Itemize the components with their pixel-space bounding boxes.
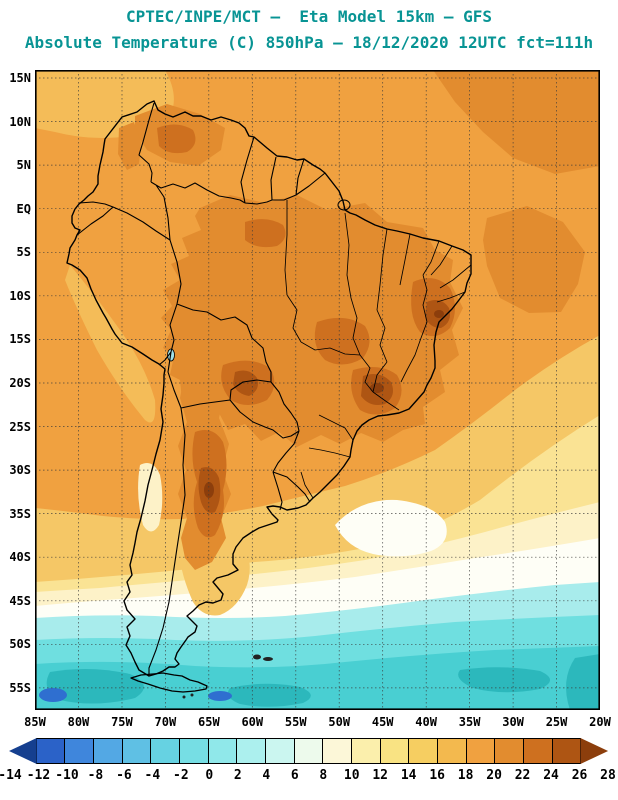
colorbar-tick-label: -14: [0, 768, 22, 783]
colorbar-tick-label: 22: [514, 768, 531, 783]
colorbar-tick-label: -4: [144, 768, 161, 783]
colorbar-cell: [64, 738, 95, 764]
colorbar-cell: [351, 738, 381, 764]
colorbar-cell: [121, 738, 152, 764]
colorbar-tick-label: 28: [600, 768, 616, 783]
lon-label: 55W: [284, 715, 307, 729]
colorbar-cell: [35, 738, 66, 764]
title-line-2: Absolute Temperature (C) 850hPa – 18/12/…: [24, 33, 594, 52]
lat-label: 25S: [9, 419, 31, 434]
lat-label: 50S: [9, 637, 31, 652]
colorbar-cell: [494, 738, 525, 764]
lon-label: 60W: [241, 715, 264, 729]
colorbar: [9, 738, 609, 764]
lat-label: 15N: [9, 71, 31, 85]
lon-label: 75W: [111, 715, 133, 729]
temperature-field: [35, 70, 600, 710]
colorbar-cell: [437, 738, 467, 764]
lon-label: 25W: [545, 715, 568, 729]
colorbar-tick-label: 6: [290, 768, 299, 783]
lat-label: EQ: [16, 201, 31, 216]
colorbar-tick-label: 0: [205, 768, 214, 783]
lat-label: 55S: [9, 680, 31, 695]
lat-label: 10S: [9, 288, 31, 303]
lon-label: 20W: [589, 715, 611, 729]
colorbar-tick-label: 2: [233, 768, 242, 783]
colorbar-cell: [379, 738, 410, 764]
colorbar-tick-label: -12: [26, 768, 51, 783]
lon-label: 65W: [198, 715, 220, 729]
lon-label: 40W: [415, 715, 437, 729]
lat-label: 10N: [9, 114, 31, 129]
lat-label: 5N: [16, 158, 31, 173]
lat-label: 45S: [9, 593, 31, 608]
country-borders: [76, 102, 326, 676]
lat-label: 35S: [9, 506, 31, 521]
colorbar-cell: [580, 738, 609, 764]
colorbar-cell: [523, 738, 553, 764]
lat-label: 15S: [9, 332, 31, 347]
colorbar-tick-label: 24: [543, 768, 559, 783]
lat-label: 30S: [9, 463, 31, 478]
colorbar-cell: [551, 738, 582, 764]
colorbar-cell: [179, 738, 209, 764]
colorbar-tick-label: 16: [429, 768, 445, 783]
lon-label: 70W: [154, 715, 177, 729]
colorbar-cell: [236, 738, 267, 764]
colorbar-cell: [265, 738, 295, 764]
lon-label: 85W: [24, 715, 46, 729]
title-line-1: CPTEC/INPE/MCT – Eta Model 15km – GFS: [125, 7, 493, 26]
colorbar-tick-label: 12: [372, 768, 389, 783]
map-area: 15N 10N 5N EQ 5S 10S 15S 20S 25S 30S 35S 40S 45S 50S 5…: [0, 70, 618, 740]
colorbar-tick-label: -6: [116, 768, 132, 783]
lat-label: 20S: [9, 375, 31, 390]
small-islands: [182, 654, 273, 699]
colorbar-tick-label: 8: [319, 768, 328, 783]
colorbar-cell: [408, 738, 439, 764]
lat-label: 5S: [16, 245, 31, 260]
colorbar-tick-label: -8: [87, 768, 104, 783]
colorbar-tick-label: -2: [173, 768, 189, 783]
gridlines: [35, 70, 600, 710]
lon-label: 80W: [67, 715, 90, 729]
colorbar-cell: [9, 738, 37, 764]
colorbar-cell: [150, 738, 181, 764]
colorbar-cell: [93, 738, 123, 764]
lat-axis: 15N 10N 5N EQ 5S 10S 15S 20S 25S 30S 35S 40S 45S 50S 5…: [0, 70, 33, 710]
lon-label: 30W: [502, 715, 524, 729]
colorbar-tick-labels: -14 -12 -10 -8 -6 -4 -2 0 2 4 6 8 10 12 14 16 18 20 22 24 26…: [0, 768, 616, 786]
lon-label: 50W: [328, 715, 351, 729]
colorbar-cell: [293, 738, 324, 764]
lon-label: 45W: [371, 715, 394, 729]
colorbar-cell: [207, 738, 238, 764]
colorbar-tick-label: 26: [571, 768, 588, 783]
state-borders: [284, 200, 472, 499]
lon-label: 35W: [458, 715, 481, 729]
map-svg: [35, 70, 600, 710]
colorbar-tick-label: -10: [55, 768, 79, 783]
colorbar-tick-label: 20: [486, 768, 502, 783]
colorbar-tick-label: 18: [457, 768, 474, 783]
colorbar-cell: [322, 738, 353, 764]
colorbar-tick-label: 4: [262, 768, 271, 783]
colorbar-cell: [465, 738, 496, 764]
colorbar-tick-label: 10: [343, 768, 360, 783]
map-frame: [35, 70, 600, 710]
lat-label: 40S: [9, 550, 31, 565]
colorbar-tick-label: 14: [400, 768, 417, 783]
